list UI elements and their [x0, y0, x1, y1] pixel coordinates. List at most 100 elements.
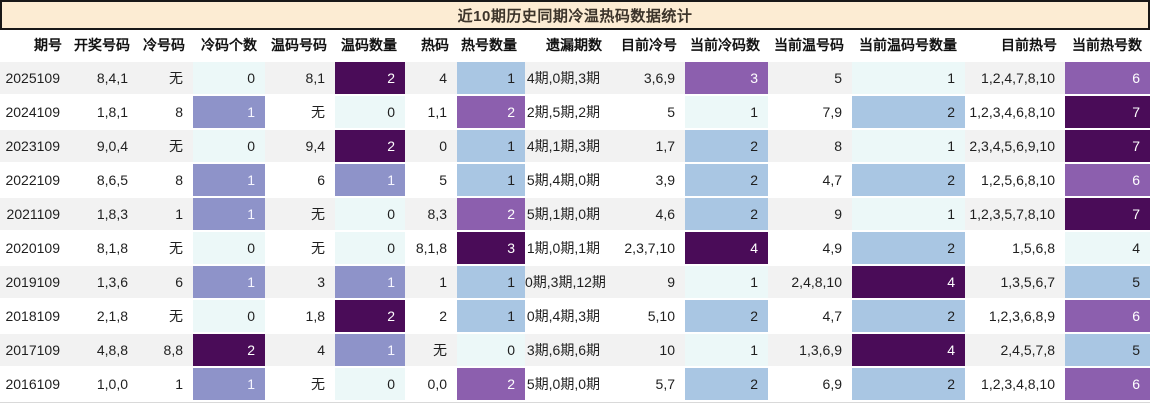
cell-missing-periods: 5期,4期,0期 — [525, 164, 610, 198]
cell-current-cold-numbers: 5,10 — [610, 300, 685, 334]
cell-warm-numbers: 1,8 — [265, 300, 335, 334]
cell-warm-count: 2 — [335, 62, 405, 96]
cell-winning-numbers: 1,8,1 — [70, 96, 138, 130]
cell-current-cold-count: 2 — [685, 130, 768, 164]
col-header-warm-numbers: 温码号码 — [265, 30, 335, 62]
col-header-current-hot-count: 当前热号数 — [1065, 30, 1150, 62]
cell-hot-numbers: 8,1,8 — [405, 232, 457, 266]
cell-hot-numbers: 4 — [405, 62, 457, 96]
cell-cold-count: 1 — [193, 266, 265, 300]
cell-current-hot-count: 5 — [1065, 334, 1150, 368]
cell-current-warm-numbers: 4,7 — [768, 300, 852, 334]
col-header-current-cold-count: 当前冷码数 — [685, 30, 768, 62]
cell-current-hot-numbers: 1,3,5,6,7 — [965, 266, 1065, 300]
cell-current-warm-count: 1 — [852, 62, 965, 96]
cell-winning-numbers: 8,6,5 — [70, 164, 138, 198]
cell-current-hot-numbers: 1,2,4,7,8,10 — [965, 62, 1065, 96]
cell-current-warm-numbers: 4,7 — [768, 164, 852, 198]
cell-current-hot-count: 7 — [1065, 96, 1150, 130]
cell-cold-count: 0 — [193, 232, 265, 266]
cell-warm-count: 0 — [335, 368, 405, 402]
cell-hot-count: 1 — [457, 164, 525, 198]
cell-current-warm-numbers: 1,3,6,9 — [768, 334, 852, 368]
cell-winning-numbers: 9,0,4 — [70, 130, 138, 164]
cell-warm-count: 0 — [335, 96, 405, 130]
cell-hot-numbers: 无 — [405, 334, 457, 368]
cell-hot-numbers: 1 — [405, 266, 457, 300]
col-header-period: 期号 — [0, 30, 70, 62]
cell-missing-periods: 3期,6期,6期 — [525, 334, 610, 368]
cell-missing-periods: 4期,1期,3期 — [525, 130, 610, 164]
cell-hot-numbers: 0 — [405, 130, 457, 164]
cell-missing-periods: 0期,3期,12期 — [525, 266, 610, 300]
cell-warm-numbers: 6 — [265, 164, 335, 198]
cell-current-cold-numbers: 3,9 — [610, 164, 685, 198]
cell-current-cold-count: 1 — [685, 266, 768, 300]
col-header-current-warm-count: 当前温码号数量 — [852, 30, 965, 62]
cell-hot-count: 3 — [457, 232, 525, 266]
cell-hot-count: 1 — [457, 300, 525, 334]
table-row: 2018109 2,1,8 无 0 1,8 2 2 1 0期,4期,3期 5,10 2 4,7 2 1,2… — [0, 300, 1150, 334]
cell-period: 2024109 — [0, 96, 70, 130]
table-row: 2022109 8,6,5 8 1 6 1 5 1 5期,4期,0期 3,9 2 4,7 2 1,2,5,… — [0, 164, 1150, 198]
cell-current-cold-count: 2 — [685, 300, 768, 334]
cell-current-cold-numbers: 1,7 — [610, 130, 685, 164]
cell-missing-periods: 2期,5期,2期 — [525, 96, 610, 130]
cell-current-hot-count: 6 — [1065, 368, 1150, 402]
cell-period: 2022109 — [0, 164, 70, 198]
cell-hot-count: 1 — [457, 266, 525, 300]
cell-cold-numbers: 1 — [138, 198, 193, 232]
cell-current-hot-numbers: 1,2,5,6,8,10 — [965, 164, 1065, 198]
cell-current-cold-count: 2 — [685, 198, 768, 232]
cell-cold-numbers: 6 — [138, 266, 193, 300]
col-header-current-warm-numbers: 当前温号码 — [768, 30, 852, 62]
cell-current-warm-count: 2 — [852, 96, 965, 130]
cell-cold-count: 1 — [193, 164, 265, 198]
table-body: 2025109 8,4,1 无 0 8,1 2 4 1 4期,0期,3期 3,6,9 3 5 1 1,2,… — [0, 62, 1150, 402]
cell-cold-count: 0 — [193, 130, 265, 164]
cell-current-hot-numbers: 1,2,3,4,8,10 — [965, 368, 1065, 402]
cell-cold-numbers: 无 — [138, 232, 193, 266]
cell-winning-numbers: 1,8,3 — [70, 198, 138, 232]
table-row: 2020109 8,1,8 无 0 无 0 8,1,8 3 1期,0期,1期 2,3,7,10 4 4… — [0, 232, 1150, 266]
stats-table: 期号 开奖号码 冷号码 冷码个数 温码号码 温码数量 热码 热号数量 遗漏期数 目前冷号 当前冷码数… — [0, 30, 1150, 403]
cell-warm-count: 1 — [335, 266, 405, 300]
table-row: 2016109 1,0,0 1 1 无 0 0,0 2 5期,0期,0期 5,7 2 6,9 2 1,2,… — [0, 368, 1150, 402]
cell-current-cold-count: 4 — [685, 232, 768, 266]
cell-current-warm-count: 1 — [852, 130, 965, 164]
cell-current-hot-count: 4 — [1065, 232, 1150, 266]
cell-current-hot-count: 7 — [1065, 198, 1150, 232]
table-row: 2023109 9,0,4 无 0 9,4 2 0 1 4期,1期,3期 1,7 2 8 1 2,3,4,… — [0, 130, 1150, 164]
cell-current-warm-numbers: 8 — [768, 130, 852, 164]
cell-hot-numbers: 2 — [405, 300, 457, 334]
cell-hot-numbers: 1,1 — [405, 96, 457, 130]
cell-cold-numbers: 8,8 — [138, 334, 193, 368]
cell-current-cold-numbers: 5,7 — [610, 368, 685, 402]
cell-hot-numbers: 0,0 — [405, 368, 457, 402]
cell-current-hot-count: 6 — [1065, 300, 1150, 334]
cell-hot-count: 1 — [457, 62, 525, 96]
cell-cold-count: 2 — [193, 334, 265, 368]
table-row: 2024109 1,8,1 8 1 无 0 1,1 2 2期,5期,2期 5 1 7,9 2 1,2,3,… — [0, 96, 1150, 130]
cell-warm-numbers: 无 — [265, 232, 335, 266]
cell-period: 2017109 — [0, 334, 70, 368]
cell-current-cold-numbers: 5 — [610, 96, 685, 130]
cell-period: 2018109 — [0, 300, 70, 334]
cell-cold-count: 1 — [193, 198, 265, 232]
cell-current-hot-numbers: 2,4,5,7,8 — [965, 334, 1065, 368]
cell-cold-numbers: 无 — [138, 62, 193, 96]
col-header-cold-count: 冷码个数 — [193, 30, 265, 62]
cell-warm-numbers: 无 — [265, 368, 335, 402]
col-header-current-cold-numbers: 目前冷号 — [610, 30, 685, 62]
cell-warm-numbers: 无 — [265, 96, 335, 130]
cell-cold-numbers: 8 — [138, 96, 193, 130]
cell-cold-numbers: 无 — [138, 130, 193, 164]
cell-current-cold-count: 1 — [685, 334, 768, 368]
cell-current-cold-numbers: 10 — [610, 334, 685, 368]
cell-period: 2020109 — [0, 232, 70, 266]
cell-current-warm-numbers: 4,9 — [768, 232, 852, 266]
cell-current-warm-count: 2 — [852, 368, 965, 402]
cell-hot-count: 2 — [457, 368, 525, 402]
table-header: 期号 开奖号码 冷号码 冷码个数 温码号码 温码数量 热码 热号数量 遗漏期数 目前冷号 当前冷码数… — [0, 30, 1150, 62]
cell-winning-numbers: 1,0,0 — [70, 368, 138, 402]
